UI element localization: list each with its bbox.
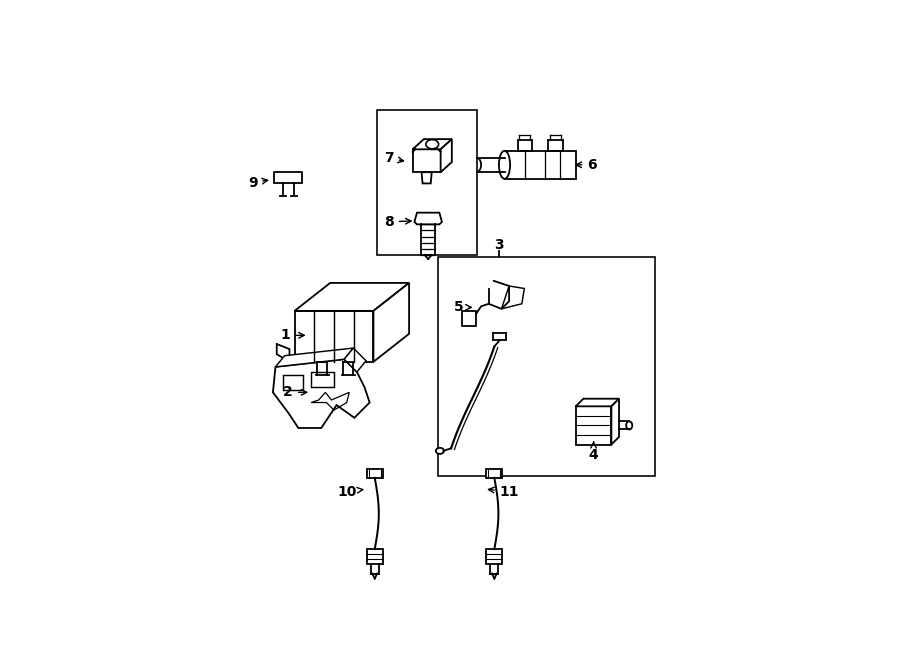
- Ellipse shape: [344, 375, 353, 383]
- Polygon shape: [414, 213, 442, 224]
- Bar: [377, 110, 476, 255]
- Polygon shape: [344, 348, 366, 372]
- Polygon shape: [576, 407, 611, 444]
- Ellipse shape: [318, 375, 327, 383]
- Polygon shape: [366, 469, 382, 478]
- Polygon shape: [412, 139, 452, 149]
- Polygon shape: [294, 311, 374, 362]
- Text: 7: 7: [384, 151, 403, 165]
- Text: 6: 6: [576, 158, 597, 172]
- Polygon shape: [374, 283, 410, 362]
- Bar: [438, 257, 654, 477]
- Text: 11: 11: [489, 485, 519, 498]
- Bar: [274, 172, 302, 183]
- Polygon shape: [611, 399, 619, 444]
- Ellipse shape: [472, 158, 482, 172]
- Text: 9: 9: [248, 176, 267, 190]
- Text: 4: 4: [589, 442, 598, 462]
- Ellipse shape: [436, 447, 444, 454]
- Ellipse shape: [499, 151, 510, 179]
- Text: 2: 2: [284, 385, 307, 399]
- Text: 3: 3: [495, 238, 504, 252]
- Text: 10: 10: [337, 485, 363, 498]
- Polygon shape: [275, 348, 354, 367]
- Polygon shape: [366, 549, 382, 564]
- Polygon shape: [421, 173, 432, 183]
- Polygon shape: [576, 399, 619, 407]
- Polygon shape: [412, 149, 441, 173]
- Polygon shape: [501, 286, 525, 309]
- Polygon shape: [294, 283, 410, 311]
- Text: 5: 5: [454, 300, 472, 315]
- Polygon shape: [486, 549, 502, 564]
- Ellipse shape: [626, 421, 633, 430]
- Polygon shape: [276, 344, 290, 362]
- Bar: [311, 372, 334, 387]
- Polygon shape: [486, 469, 502, 478]
- Polygon shape: [462, 311, 476, 326]
- Ellipse shape: [426, 139, 438, 149]
- Text: 8: 8: [384, 215, 411, 229]
- Polygon shape: [441, 139, 452, 173]
- Bar: [505, 151, 576, 179]
- Text: 1: 1: [281, 329, 304, 342]
- Bar: [284, 375, 303, 390]
- Polygon shape: [273, 360, 370, 428]
